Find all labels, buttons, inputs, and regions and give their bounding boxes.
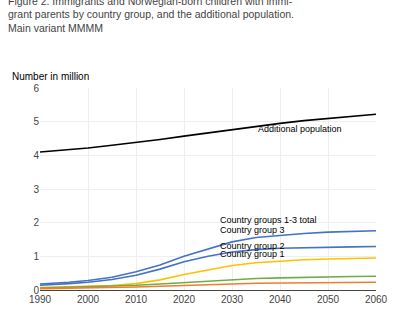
svg-text:5: 5: [33, 116, 39, 127]
svg-text:2050: 2050: [317, 294, 340, 305]
svg-text:Number in million: Number in million: [12, 71, 89, 82]
svg-text:4: 4: [33, 150, 39, 161]
svg-text:2000: 2000: [77, 294, 100, 305]
svg-text:2030: 2030: [221, 294, 244, 305]
svg-text:1990: 1990: [29, 294, 52, 305]
svg-text:2010: 2010: [125, 294, 148, 305]
svg-text:Figure 2. Immigrants and Norwe: Figure 2. Immigrants and Norwegian-born …: [8, 0, 294, 34]
svg-text:Additional population: Additional population: [258, 124, 342, 134]
svg-text:Country group 2: Country group 2: [220, 241, 285, 251]
svg-text:3: 3: [33, 184, 39, 195]
svg-text:2060: 2060: [365, 294, 388, 305]
svg-text:Country group 3: Country group 3: [220, 225, 285, 235]
svg-text:Country groups 1-3 total: Country groups 1-3 total: [220, 215, 317, 225]
svg-text:2: 2: [33, 217, 39, 228]
svg-text:Country group 1: Country group 1: [220, 249, 285, 259]
svg-text:2020: 2020: [173, 294, 196, 305]
svg-text:0: 0: [33, 285, 39, 296]
svg-text:6: 6: [33, 83, 39, 94]
svg-text:2040: 2040: [269, 294, 292, 305]
svg-text:1: 1: [33, 251, 39, 262]
